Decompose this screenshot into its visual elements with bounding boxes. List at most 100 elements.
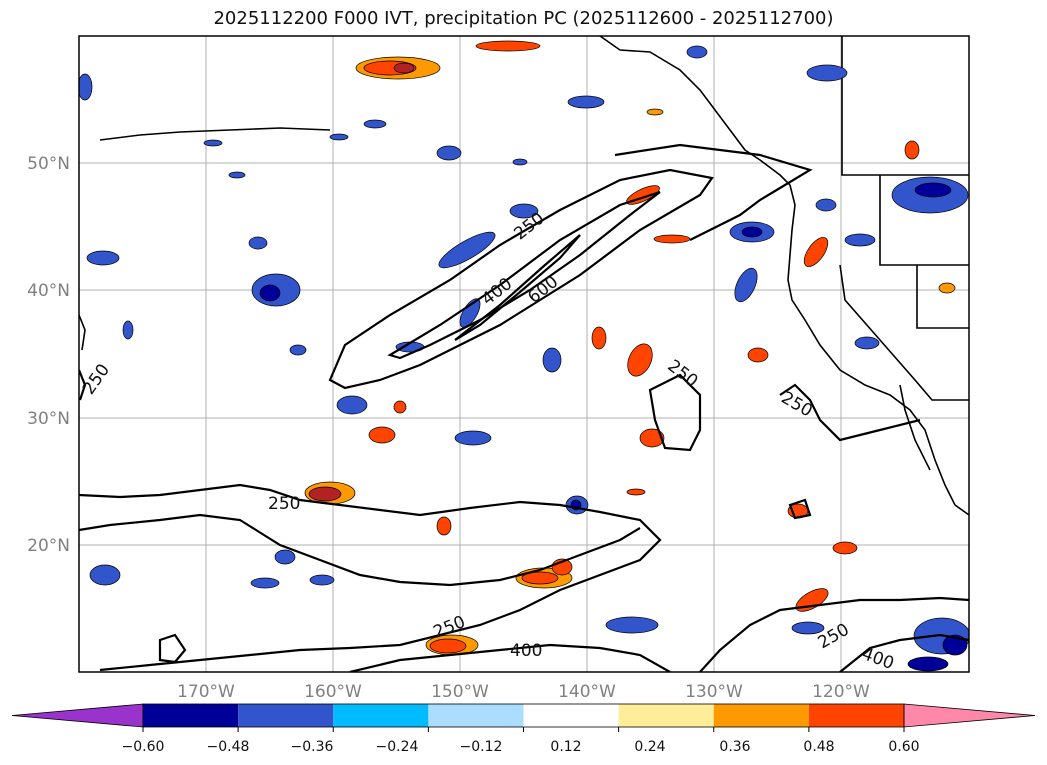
- precip-patch: [429, 638, 467, 654]
- lat-tick-30n: 30°N: [27, 409, 70, 429]
- precip-patch: [626, 488, 646, 496]
- precip-patch: [942, 634, 968, 656]
- colorbar-segment: [523, 704, 619, 727]
- ivt-contour-400: [387, 190, 661, 360]
- colorbar-segment: [713, 704, 809, 727]
- colorbar-segment: [618, 704, 714, 727]
- map-title: 2025112200 F000 IVT, precipitation PC (2…: [213, 8, 834, 29]
- lon-tick-170w: 170°W: [177, 682, 235, 702]
- lat-tick-20n: 20°N: [27, 536, 70, 556]
- precip-patch: [436, 516, 452, 536]
- precip-patch: [521, 571, 559, 585]
- lon-tick-130w: 130°W: [685, 682, 743, 702]
- ivt-contour-250: [699, 596, 969, 672]
- colorbar-tick-label: −0.12: [460, 739, 503, 755]
- precip-patch: [907, 656, 949, 672]
- precip-patch: [228, 171, 246, 179]
- precip-patch: [203, 139, 223, 147]
- precip-patch: [734, 267, 758, 303]
- ivt-contours: [79, 143, 969, 672]
- colorbar-extend-low: [11, 703, 144, 728]
- precip-patch: [454, 430, 492, 446]
- coastlines: [79, 36, 969, 516]
- lat-tick-50n: 50°N: [27, 154, 70, 174]
- precip-patch: [250, 577, 280, 589]
- precip-patch: [308, 486, 342, 502]
- precip-patch: [791, 621, 825, 635]
- precip-patch: [289, 344, 307, 356]
- precip-patch: [832, 541, 858, 555]
- colorbar-tick-label: −0.24: [376, 739, 419, 755]
- lat-tick-40n: 40°N: [27, 281, 70, 301]
- precip-patch: [567, 95, 605, 109]
- precip-patch: [368, 426, 396, 444]
- precip-patch: [854, 336, 880, 350]
- ivt-contour-600: [454, 234, 581, 341]
- precip-patch: [605, 616, 659, 634]
- precip-patch: [274, 549, 296, 565]
- precip-negative-patches: [79, 45, 969, 672]
- precip-patch: [512, 158, 528, 166]
- precip-patch: [436, 145, 462, 161]
- ivt-contour-250: [614, 143, 813, 241]
- colorbar-tick-label: 0.12: [550, 739, 581, 755]
- ivt-contour-250: [328, 168, 714, 390]
- ivt-contour-250: [779, 383, 921, 442]
- ivt-contour-250: [158, 633, 187, 664]
- precip-patch: [509, 203, 539, 219]
- colorbar-tick-labels: −0.60 −0.48 −0.36 −0.24 −0.12 0.12 0.24 …: [122, 739, 920, 755]
- precip-patch: [542, 347, 562, 373]
- lon-tick-150w: 150°W: [431, 682, 489, 702]
- colorbar-segment: [333, 704, 429, 727]
- precip-patch: [627, 343, 653, 377]
- precip-patch: [844, 233, 876, 247]
- colorbar-tick-label: 0.48: [803, 739, 834, 755]
- lon-tick-labels: 170°W 160°W 150°W 140°W 130°W 120°W: [177, 682, 870, 702]
- precip-patch: [686, 45, 708, 59]
- colorbar-tick-label: −0.48: [207, 739, 250, 755]
- ivt-contour-250: [788, 498, 812, 520]
- colorbar-segment: [238, 704, 334, 727]
- lon-tick-140w: 140°W: [558, 682, 616, 702]
- precip-patch: [79, 73, 93, 101]
- ivt-contour-250: [79, 483, 662, 672]
- colorbar-extend-high: [903, 703, 1036, 728]
- precip-patch: [248, 236, 268, 250]
- precip-patch: [741, 226, 763, 238]
- colorbar-segment: [808, 704, 904, 727]
- colorbar-tick-label: −0.36: [291, 739, 334, 755]
- precip-patch: [393, 62, 415, 74]
- map-frame: [78, 35, 970, 673]
- colorbar-tick-label: 0.60: [888, 739, 919, 755]
- lon-tick-160w: 160°W: [304, 682, 362, 702]
- contour-label-250-south: 250: [268, 494, 300, 514]
- ivt-contour-400: [349, 643, 671, 672]
- precip-patch: [914, 182, 952, 198]
- map-area: [79, 36, 969, 672]
- ivt-contour-400: [839, 633, 969, 672]
- precip-patch: [904, 140, 920, 160]
- precip-patch: [806, 64, 848, 82]
- precip-patch: [475, 40, 541, 52]
- colorbar-segment: [428, 704, 524, 727]
- colorbar-segment: [143, 704, 239, 727]
- precip-patch: [653, 234, 691, 244]
- ivt-contour-250: [79, 369, 87, 401]
- precip-patch: [329, 133, 349, 141]
- precip-patch: [363, 119, 387, 129]
- precip-patch: [639, 428, 665, 448]
- contour-label-400-south: 400: [510, 641, 542, 661]
- precip-patch: [646, 108, 664, 116]
- lon-tick-120w: 120°W: [812, 682, 870, 702]
- precip-patch: [393, 400, 407, 414]
- precip-patch: [259, 284, 281, 302]
- precip-patch: [122, 320, 134, 340]
- ivt-contour-250: [648, 373, 702, 452]
- precip-patch: [438, 231, 496, 269]
- colorbar-tick-label: 0.36: [719, 739, 750, 755]
- precip-patch: [815, 198, 837, 212]
- precip-patch: [309, 574, 335, 586]
- precip-patch: [89, 564, 121, 586]
- ivt-contour-400: [79, 513, 641, 587]
